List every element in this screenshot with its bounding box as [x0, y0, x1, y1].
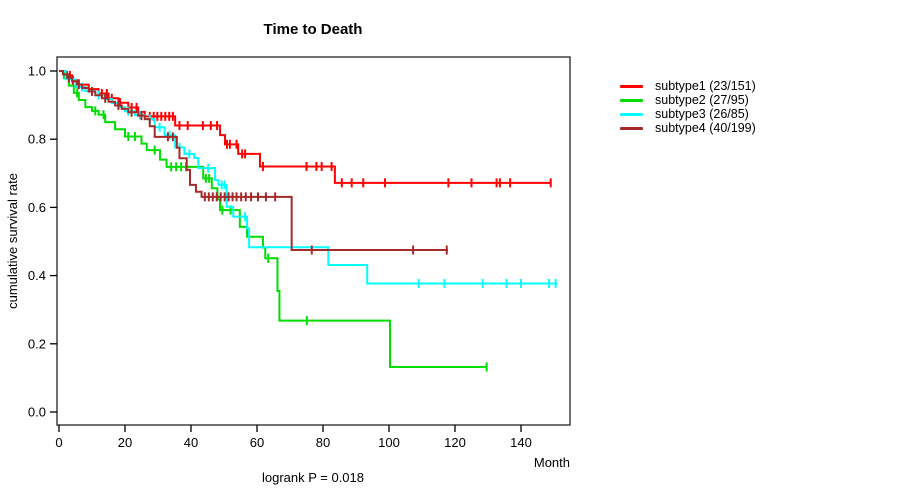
x-tick-label: 120 — [444, 435, 466, 450]
x-tick-label: 80 — [316, 435, 330, 450]
logrank-p-footnote: logrank P = 0.018 — [262, 470, 364, 485]
legend-swatch-2 — [620, 98, 643, 102]
y-tick-label: 0.2 — [28, 336, 46, 351]
legend-label-2: subtype2 (27/95) — [655, 93, 749, 107]
y-tick-label: 1.0 — [28, 64, 46, 79]
x-tick-label: 40 — [184, 435, 198, 450]
y-tick-label: 0.6 — [28, 200, 46, 215]
x-tick-label: 140 — [510, 435, 532, 450]
plot-border-box — [56, 56, 571, 426]
survival-curve-2 — [59, 70, 487, 368]
legend-item-1: subtype1 (23/151) — [620, 79, 756, 93]
y-tick-label: 0.0 — [28, 405, 46, 420]
legend: subtype1 (23/151) subtype2 (27/95) subtype… — [620, 79, 756, 135]
legend-item-4: subtype4 (40/199) — [620, 121, 756, 135]
x-axis-title: Month — [534, 455, 570, 470]
y-tick-label: 0.4 — [28, 268, 46, 283]
legend-item-2: subtype2 (27/95) — [620, 93, 756, 107]
legend-swatch-3 — [620, 112, 643, 116]
legend-label-1: subtype1 (23/151) — [655, 79, 756, 93]
generated-chart-layer: 0 20 40 60 80 100 120 140 0.0 0.2 0.4 0.6 0.8 1.0 — [28, 64, 558, 450]
x-tick-label: 60 — [250, 435, 264, 450]
survival-curve-3 — [59, 70, 558, 285]
y-tick-label: 0.8 — [28, 132, 46, 147]
chart-title: Time to Death — [264, 21, 363, 38]
survival-curve-1 — [59, 70, 551, 184]
x-tick-label: 0 — [55, 435, 62, 450]
y-axis-title: cumulative survival rate — [5, 173, 20, 309]
x-tick-label: 20 — [118, 435, 132, 450]
legend-item-3: subtype3 (26/85) — [620, 107, 756, 121]
legend-label-3: subtype3 (26/85) — [655, 107, 749, 121]
survival-curve-4 — [59, 70, 449, 252]
legend-label-4: subtype4 (40/199) — [655, 121, 756, 135]
legend-swatch-1 — [620, 84, 643, 88]
x-tick-label: 100 — [378, 435, 400, 450]
legend-swatch-4 — [620, 126, 643, 130]
